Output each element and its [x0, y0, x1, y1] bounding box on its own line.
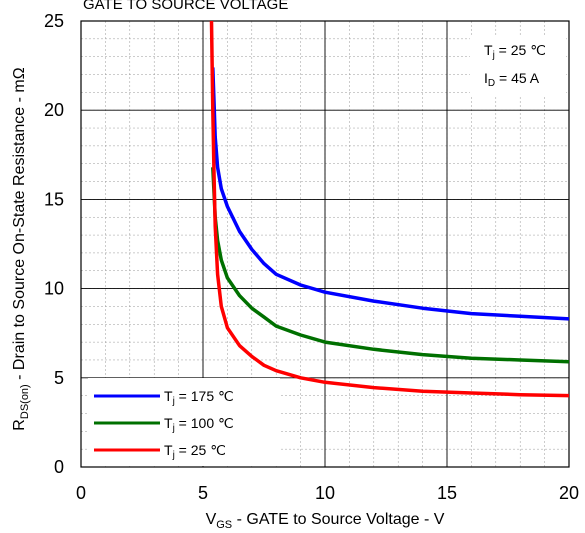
y-label-sub: DS(on): [19, 384, 31, 419]
legend-label-100c: Tj = 100 ℃: [164, 415, 234, 434]
y-axis-label: RDS(on) - Drain to Source On-State Resis…: [11, 67, 31, 430]
annotation-tj: Tj = 25 ℃: [484, 42, 546, 61]
legend-item-25c: Tj = 25 ℃: [94, 442, 226, 461]
series-line-2: [209, 20, 570, 398]
y-tick-label: 10: [44, 279, 64, 299]
plot-frame: [80, 20, 570, 468]
legend: Tj = 175 ℃ Tj = 100 ℃ Tj = 25 ℃: [88, 378, 280, 466]
y-tick-label: 20: [44, 100, 64, 120]
y-label-rest: - Drain to Source On-State Resistance - …: [11, 67, 28, 384]
y-tick-label: 15: [44, 189, 64, 209]
y-label-main: R: [11, 419, 28, 431]
y-tick-label: 0: [54, 457, 64, 477]
x-label-main: V: [206, 511, 217, 528]
legend-item-100c: Tj = 100 ℃: [94, 415, 234, 434]
legend-label-25c: Tj = 25 ℃: [164, 442, 226, 461]
annotation-id: ID = 45 A: [484, 70, 540, 89]
y-tick-label: 5: [54, 368, 64, 388]
series-layer: [209, 20, 570, 398]
tick-labels: 0 5 10 15 20 0 5 10 15 20 25: [44, 11, 579, 503]
x-tick-label: 10: [315, 483, 335, 503]
x-tick-label: 0: [76, 483, 86, 503]
x-axis-label: VGS - GATE to Source Voltage - V: [206, 511, 445, 531]
x-label-rest: - GATE to Source Voltage - V: [232, 511, 445, 528]
y-tick-label: 25: [44, 11, 64, 31]
chart-title: GATE TO SOURCE VOLTAGE: [83, 0, 288, 13]
legend-item-175c: Tj = 175 ℃: [94, 388, 234, 407]
series-line-0: [211, 67, 570, 321]
annotation-box: Tj = 25 ℃ ID = 45 A: [470, 36, 566, 96]
x-label-sub: GS: [216, 519, 232, 531]
legend-label-175c: Tj = 175 ℃: [164, 388, 234, 407]
x-tick-label: 15: [437, 483, 457, 503]
x-tick-label: 5: [198, 483, 208, 503]
x-tick-label: 20: [559, 483, 579, 503]
